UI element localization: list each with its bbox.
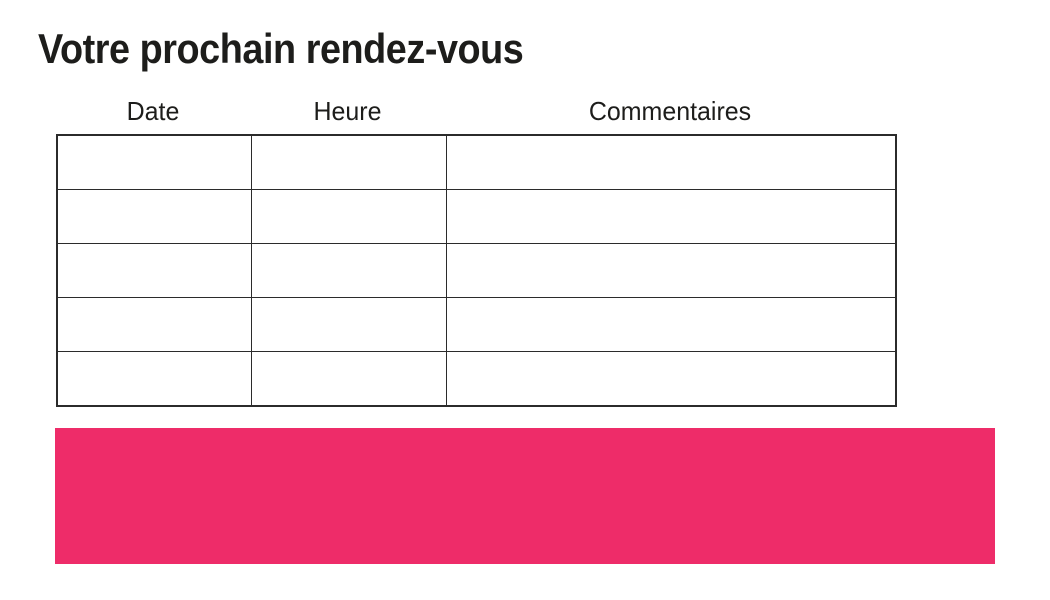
table-row: [56, 188, 897, 244]
pink-accent-block: [55, 428, 995, 564]
table-column-headers: Date Heure Commentaires: [56, 92, 895, 130]
table-cell-heure[interactable]: [250, 242, 447, 299]
table-cell-date[interactable]: [56, 297, 252, 353]
table-cell-date[interactable]: [56, 242, 252, 299]
table-row: [56, 297, 897, 353]
table-cell-date[interactable]: [56, 351, 252, 407]
table-cell-date[interactable]: [56, 134, 252, 190]
table-cell-heure[interactable]: [250, 134, 447, 190]
table-cell-commentaires[interactable]: [445, 134, 897, 190]
table-cell-heure[interactable]: [250, 188, 447, 244]
page-title: Votre prochain rendez-vous: [38, 25, 524, 72]
table-cell-heure[interactable]: [250, 297, 447, 353]
table-row: [56, 134, 897, 190]
column-header-commentaires: Commentaires: [588, 95, 752, 126]
table-cell-commentaires[interactable]: [445, 351, 897, 407]
table-cell-commentaires[interactable]: [445, 242, 897, 299]
table-row: [56, 351, 897, 407]
column-header-date: Date: [126, 95, 180, 126]
column-header-heure: Heure: [313, 95, 382, 126]
table-cell-commentaires[interactable]: [445, 297, 897, 353]
table-cell-heure[interactable]: [250, 351, 447, 407]
table-row: [56, 242, 897, 299]
appointments-table: [56, 134, 897, 407]
table-cell-date[interactable]: [56, 188, 252, 244]
table-cell-commentaires[interactable]: [445, 188, 897, 244]
